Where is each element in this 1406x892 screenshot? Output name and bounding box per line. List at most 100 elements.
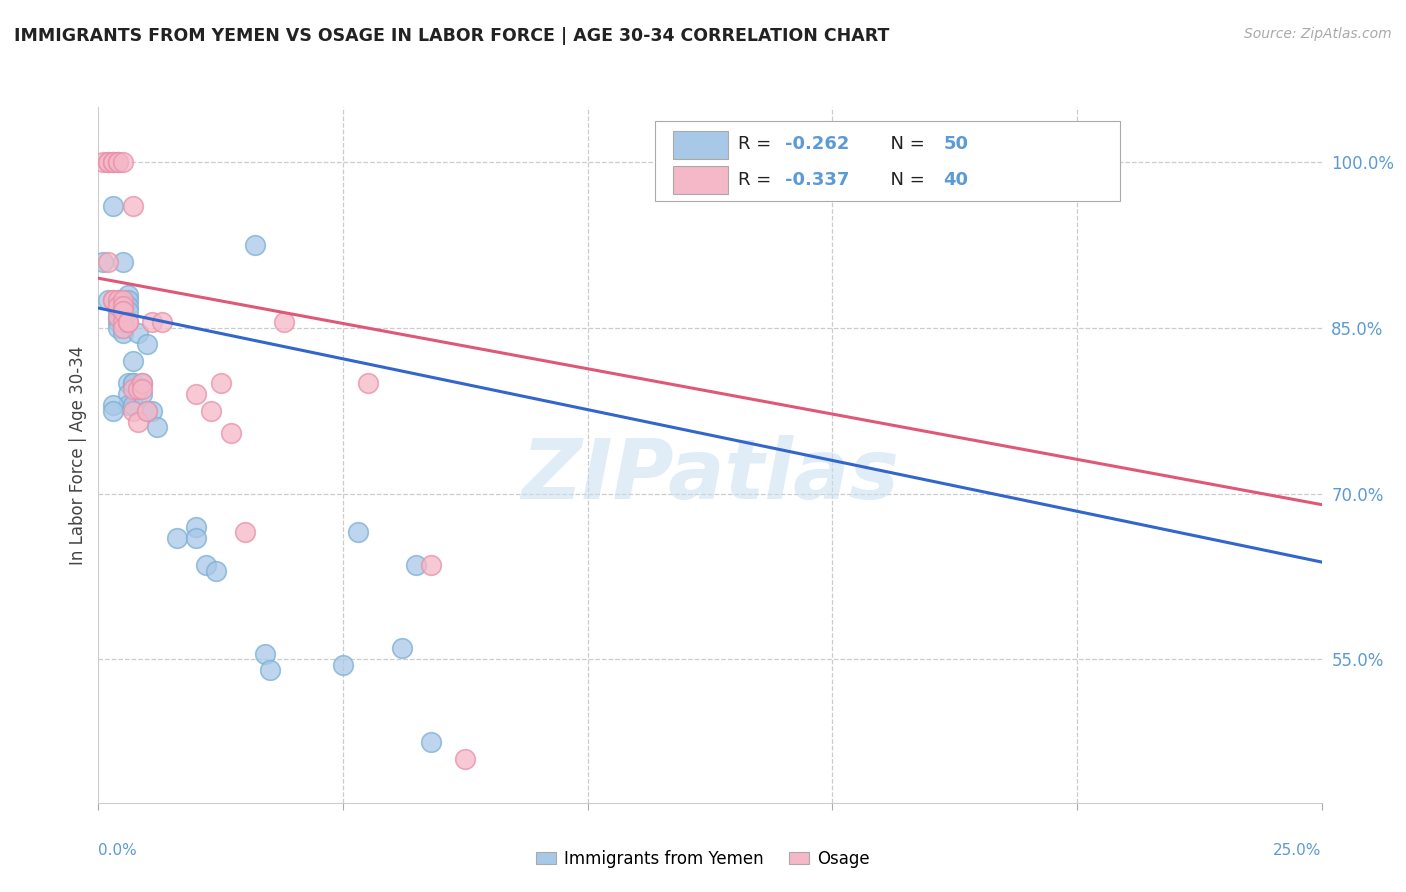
Point (111, 310, 134, 324)
Text: N =: N = (879, 171, 931, 189)
Point (117, 398, 139, 412)
Point (127, 415, 149, 429)
FancyBboxPatch shape (655, 121, 1119, 201)
Point (420, 558, 443, 573)
Point (332, 657, 354, 672)
Point (131, 382, 153, 396)
Point (111, 321, 134, 335)
Point (107, 315, 129, 329)
Point (195, 558, 218, 573)
Point (107, 155, 129, 169)
Point (117, 299, 139, 313)
Point (121, 376, 143, 391)
Point (136, 337, 159, 351)
FancyBboxPatch shape (673, 131, 728, 159)
Point (91, 155, 114, 169)
Point (117, 315, 139, 329)
Point (117, 287, 139, 301)
Point (166, 531, 188, 545)
Point (121, 376, 143, 391)
Point (243, 238, 266, 252)
Point (136, 403, 159, 417)
Point (121, 354, 143, 368)
Point (141, 403, 163, 417)
Point (141, 315, 163, 329)
Point (117, 387, 139, 401)
Point (107, 304, 129, 318)
Point (136, 403, 159, 417)
Point (131, 376, 153, 391)
Point (101, 403, 124, 417)
Text: 0.0%: 0.0% (98, 843, 138, 858)
Point (117, 293, 139, 308)
Point (186, 387, 208, 401)
Point (121, 382, 143, 396)
Point (101, 155, 124, 169)
Point (121, 199, 143, 213)
Point (186, 519, 208, 533)
Point (111, 254, 134, 268)
FancyBboxPatch shape (673, 166, 728, 194)
Point (97, 155, 120, 169)
Point (219, 425, 242, 440)
Point (253, 647, 276, 661)
Text: R =: R = (738, 135, 778, 153)
Point (107, 321, 129, 335)
Point (131, 376, 153, 391)
Point (111, 299, 134, 313)
Text: 40: 40 (943, 171, 969, 189)
Point (111, 299, 134, 313)
Point (101, 293, 124, 308)
Point (146, 420, 169, 434)
Text: N =: N = (879, 135, 931, 153)
Point (107, 310, 129, 324)
Point (420, 735, 443, 749)
Point (346, 525, 368, 540)
Point (111, 321, 134, 335)
Text: 25.0%: 25.0% (1274, 843, 1322, 858)
Point (356, 376, 378, 391)
Point (117, 304, 139, 318)
Point (127, 382, 149, 396)
Point (107, 293, 129, 308)
Point (233, 525, 256, 540)
Point (200, 403, 222, 417)
Point (273, 315, 295, 329)
Point (107, 310, 129, 324)
Text: ZIPatlas: ZIPatlas (522, 435, 898, 516)
Point (107, 299, 129, 313)
Point (405, 558, 427, 573)
Point (150, 315, 173, 329)
Point (111, 304, 134, 318)
Legend: Immigrants from Yemen, Osage: Immigrants from Yemen, Osage (530, 844, 876, 875)
Text: -0.262: -0.262 (785, 135, 849, 153)
Point (101, 293, 124, 308)
Point (101, 398, 124, 412)
Text: Source: ZipAtlas.com: Source: ZipAtlas.com (1244, 27, 1392, 41)
Point (111, 326, 134, 341)
Text: -0.337: -0.337 (785, 171, 849, 189)
Point (101, 199, 124, 213)
Point (97, 155, 120, 169)
Point (127, 326, 149, 341)
Point (91, 254, 114, 268)
Point (117, 376, 139, 391)
Point (97, 254, 120, 268)
Point (101, 155, 124, 169)
Point (117, 315, 139, 329)
Point (186, 531, 208, 545)
Point (111, 293, 134, 308)
Text: 50: 50 (943, 135, 969, 153)
Point (209, 376, 232, 391)
Point (131, 387, 153, 401)
Point (121, 398, 143, 412)
Text: IMMIGRANTS FROM YEMEN VS OSAGE IN LABOR FORCE | AGE 30-34 CORRELATION CHART: IMMIGRANTS FROM YEMEN VS OSAGE IN LABOR … (14, 27, 890, 45)
Point (107, 293, 129, 308)
Point (111, 293, 134, 308)
Y-axis label: In Labor Force | Age 30-34: In Labor Force | Age 30-34 (69, 345, 87, 565)
Point (121, 403, 143, 417)
Point (454, 751, 477, 765)
Point (111, 155, 134, 169)
Point (111, 315, 134, 329)
Point (97, 293, 120, 308)
